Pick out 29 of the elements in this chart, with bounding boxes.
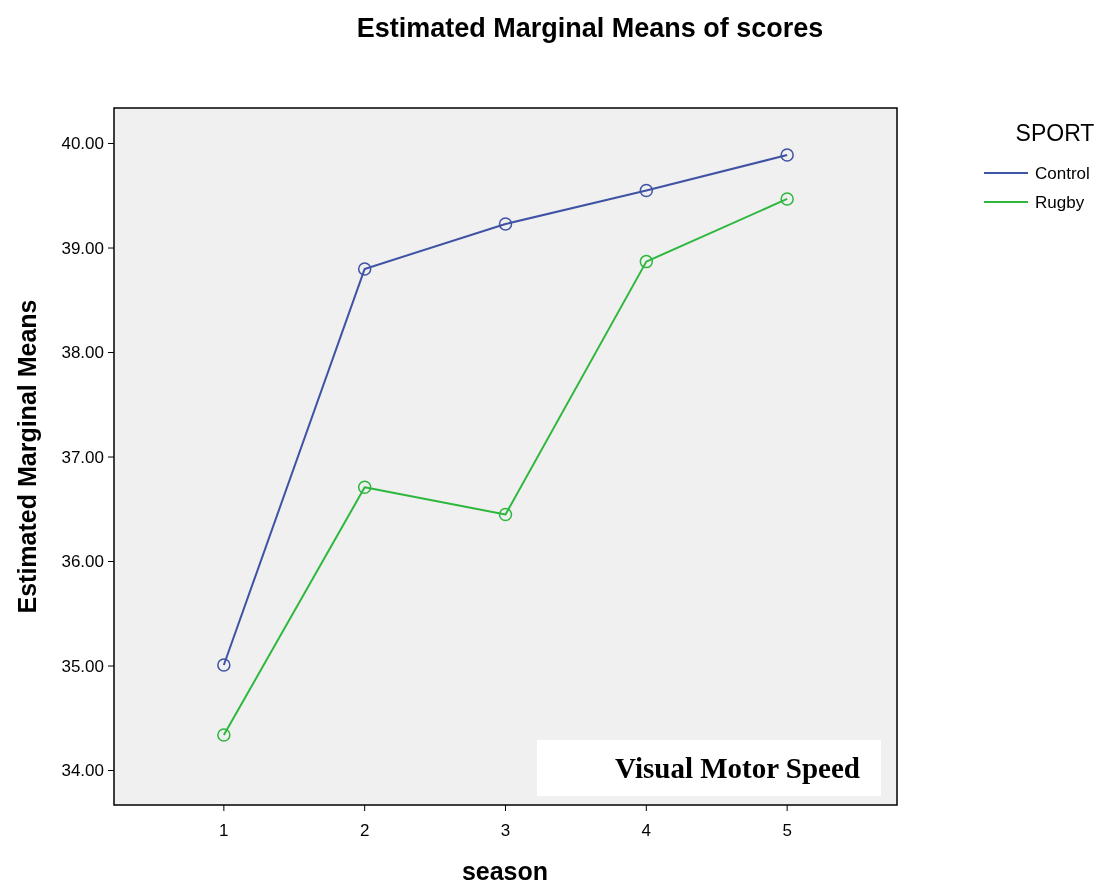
x-tick-label: 2	[359, 821, 370, 840]
y-tick-label: 39.00	[61, 238, 104, 258]
y-tick-label: 35.00	[61, 656, 104, 676]
y-tick-label: 34.00	[61, 761, 104, 781]
x-tick-label: 4	[641, 821, 652, 840]
point	[217, 658, 231, 672]
y-tick-label: 38.00	[61, 343, 104, 363]
point	[357, 262, 372, 276]
x-axis-title: season	[461, 857, 549, 885]
point	[639, 183, 654, 198]
point	[780, 192, 794, 206]
x-tick-label: 3	[500, 821, 511, 840]
point	[639, 254, 654, 269]
point	[780, 148, 794, 162]
x-tick-label: 5	[782, 821, 792, 840]
legend-label: Rugby	[1035, 192, 1085, 212]
y-tick-label: 36.00	[61, 552, 104, 572]
x-tick-label: 1	[219, 821, 229, 840]
point	[498, 507, 513, 522]
annotation: Visual Motor Speed	[615, 752, 860, 784]
y-tick-label: 37.00	[61, 447, 104, 467]
legend-label: Control	[1035, 163, 1090, 183]
y-axis-title: Estimated Marginal Means	[13, 299, 41, 614]
legend-title: SPORT	[1015, 120, 1095, 146]
point	[498, 217, 513, 231]
y-tick-label: 40.00	[61, 134, 104, 154]
point	[217, 728, 231, 742]
chart-title: Estimated Marginal Means of scores	[356, 13, 824, 43]
point	[357, 480, 372, 495]
